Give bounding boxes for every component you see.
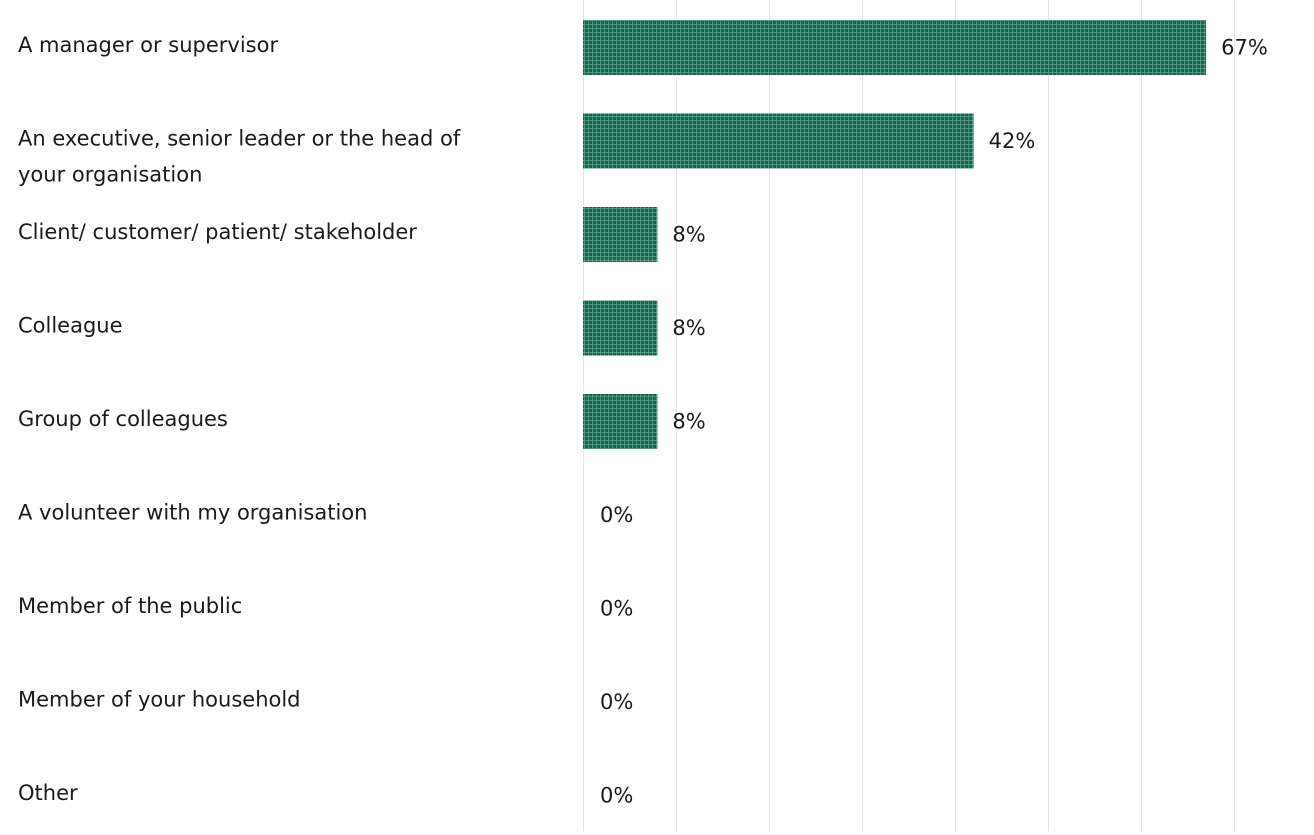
category-label-line: Colleague [18, 314, 123, 338]
category-label: An executive, senior leader or the head … [18, 127, 461, 187]
value-label: 0% [600, 784, 633, 808]
category-label: Colleague [18, 314, 123, 338]
category-label-line: Group of colleagues [18, 407, 228, 431]
category-labels: A manager or supervisor An executive, sen… [18, 33, 461, 805]
value-label: 42% [989, 129, 1036, 153]
value-label: 67% [1221, 36, 1268, 60]
category-label-line: A volunteer with my organisation [18, 501, 367, 525]
bar [583, 207, 658, 262]
category-label: Client/ customer/ patient/ stakeholder [18, 220, 417, 244]
value-label: 8% [672, 316, 705, 340]
value-label: 8% [672, 410, 705, 434]
category-label-line: your organisation [18, 163, 202, 187]
bar [583, 394, 658, 449]
bar [583, 113, 974, 169]
category-label-line: Member of the public [18, 594, 242, 618]
category-label-line: A manager or supervisor [18, 33, 278, 57]
category-label: Group of colleagues [18, 407, 228, 431]
category-label: Other [18, 781, 78, 805]
category-label: Member of your household [18, 688, 301, 712]
value-label: 0% [600, 690, 633, 714]
value-labels: 67% 42% 8% 8% 8% 0% 0% 0% 0% [600, 36, 1268, 808]
category-label: A volunteer with my organisation [18, 501, 367, 525]
category-label-line: An executive, senior leader or the head … [18, 127, 461, 151]
category-label-line: Client/ customer/ patient/ stakeholder [18, 220, 417, 244]
value-label: 0% [600, 503, 633, 527]
category-label-line: Other [18, 781, 78, 805]
value-label: 0% [600, 597, 633, 621]
value-label: 8% [672, 223, 705, 247]
bars [583, 20, 1207, 449]
category-label-line: Member of your household [18, 688, 301, 712]
bar [583, 300, 658, 356]
bar [583, 20, 1207, 75]
category-label: Member of the public [18, 594, 242, 618]
category-label: A manager or supervisor [18, 33, 278, 57]
